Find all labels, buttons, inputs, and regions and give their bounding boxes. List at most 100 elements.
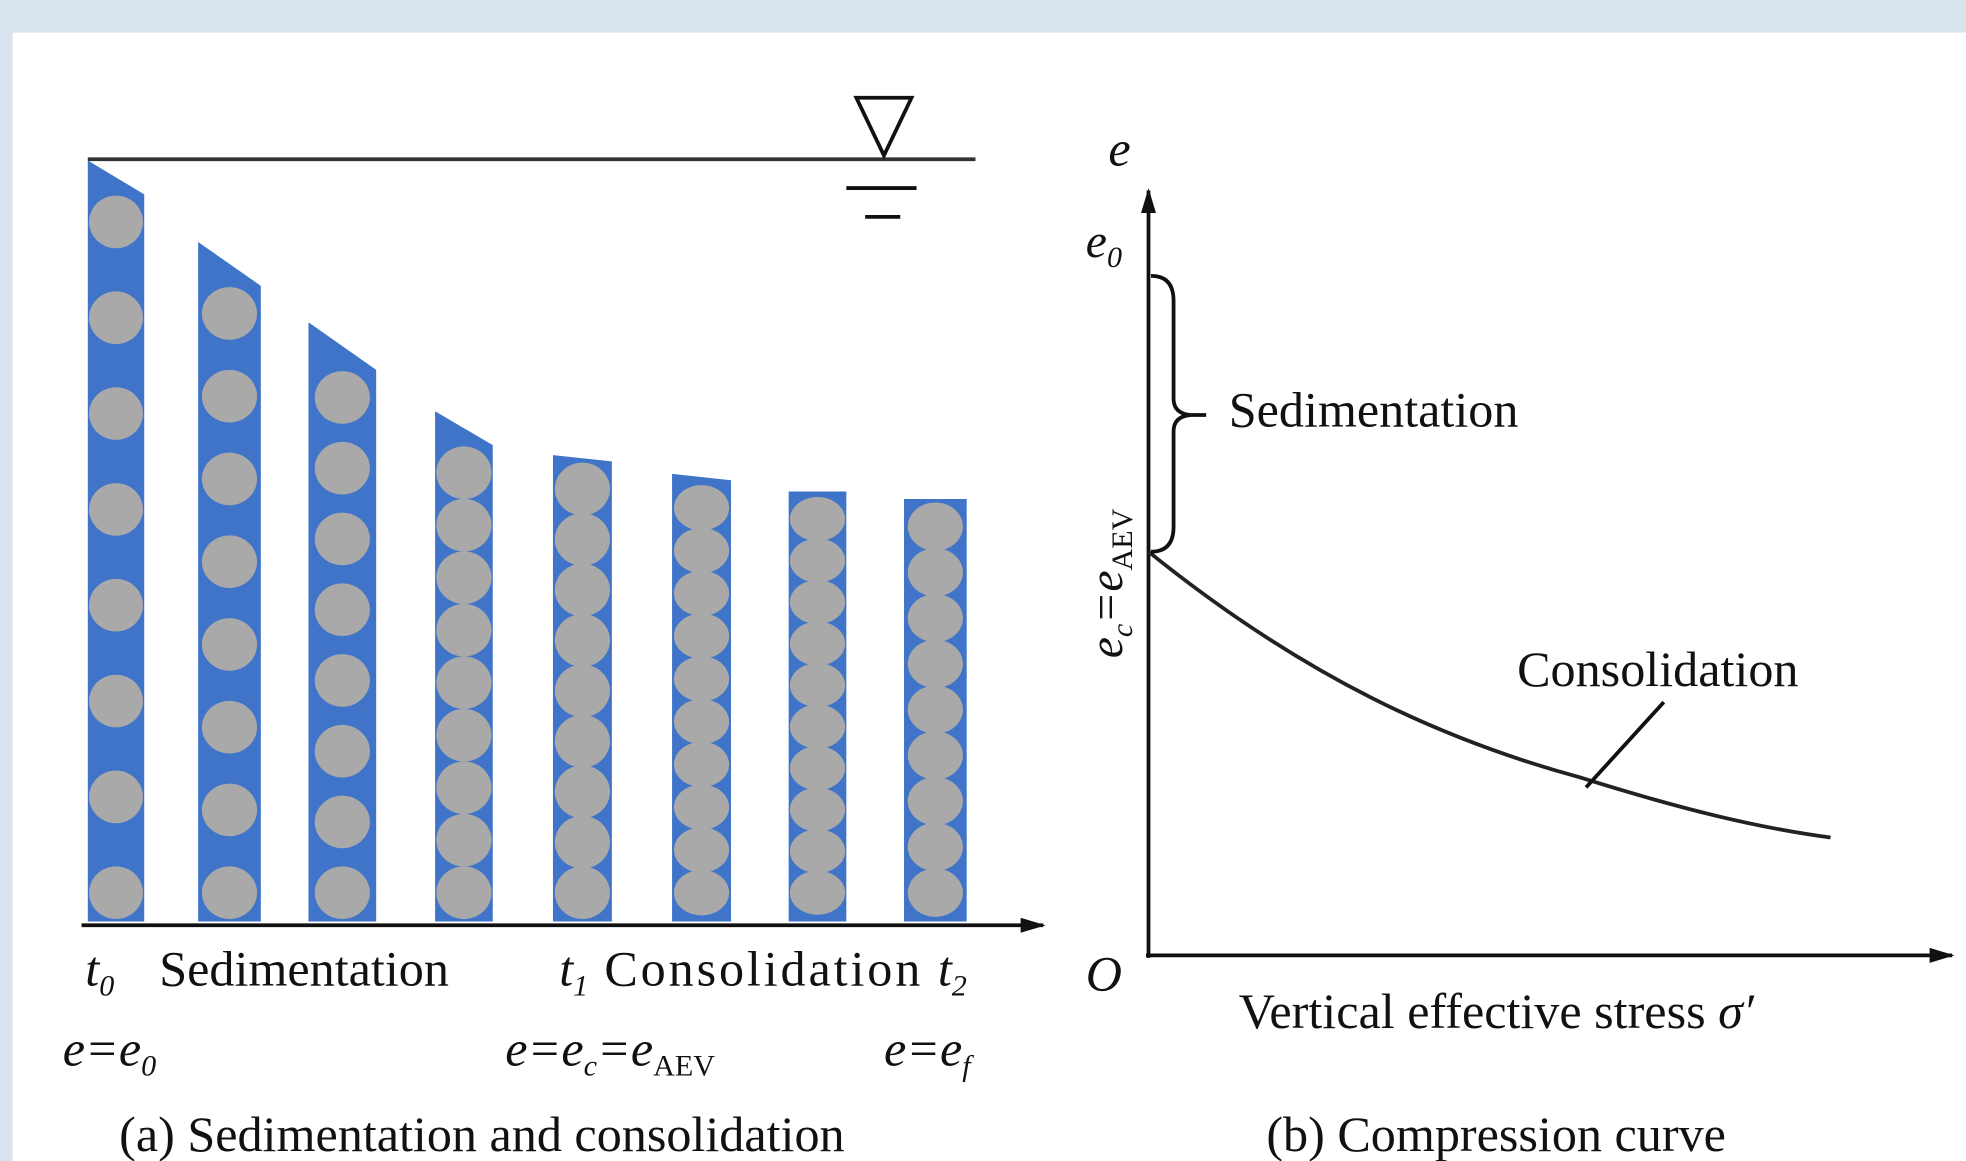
soil-particle bbox=[436, 446, 491, 499]
soil-particle bbox=[674, 613, 729, 658]
soil-particle bbox=[674, 742, 729, 787]
soil-particle bbox=[89, 196, 143, 249]
text: e=e bbox=[63, 1021, 141, 1077]
soil-particle bbox=[202, 784, 257, 837]
symbol: t bbox=[85, 940, 100, 996]
caption: (a) Sedimentation and consolidation bbox=[119, 1106, 844, 1161]
subscript: AEV bbox=[1105, 508, 1139, 570]
origin-label: O bbox=[1086, 945, 1122, 1001]
soil-particle bbox=[674, 571, 729, 616]
soil-particle bbox=[674, 699, 729, 744]
soil-particle bbox=[555, 463, 610, 516]
soil-particle bbox=[436, 551, 491, 604]
soil-particle bbox=[89, 866, 143, 919]
soil-particle bbox=[315, 866, 370, 919]
symbol: t bbox=[938, 940, 953, 996]
soil-particle bbox=[555, 866, 610, 919]
subscript: 2 bbox=[952, 969, 967, 1003]
text: =e bbox=[1081, 570, 1133, 623]
soil-particle bbox=[315, 796, 370, 849]
soil-particle bbox=[89, 387, 143, 440]
soil-particle bbox=[436, 814, 491, 867]
soil-particle bbox=[89, 291, 143, 344]
text: e=e bbox=[505, 1021, 583, 1077]
soil-particle bbox=[555, 614, 610, 667]
soil-particle bbox=[436, 709, 491, 762]
soil-particle bbox=[790, 871, 845, 915]
text: =e bbox=[597, 1021, 653, 1077]
soil-particle bbox=[202, 370, 257, 423]
soil-particle bbox=[89, 771, 143, 824]
soil-particle bbox=[790, 497, 845, 541]
text: e=e bbox=[884, 1021, 962, 1077]
soil-particle bbox=[674, 785, 729, 830]
annotation: Consolidation bbox=[1517, 641, 1798, 697]
soil-particle bbox=[202, 701, 257, 754]
soil-particle bbox=[555, 513, 610, 566]
soil-particle bbox=[674, 656, 729, 701]
phase-label: Sedimentation bbox=[159, 940, 449, 996]
soil-particle bbox=[436, 761, 491, 814]
soil-particle bbox=[908, 594, 963, 642]
soil-particle bbox=[202, 866, 257, 919]
soil-particle bbox=[908, 502, 963, 550]
soil-particle bbox=[89, 675, 143, 728]
subscript: 0 bbox=[99, 969, 114, 1003]
subscript: 0 bbox=[1107, 240, 1122, 274]
soil-particle bbox=[555, 816, 610, 869]
soil-particle bbox=[315, 654, 370, 707]
soil-particle bbox=[790, 829, 845, 873]
soil-particle bbox=[436, 866, 491, 919]
soil-particle bbox=[674, 827, 729, 872]
page: { "panel_a": { "times": [ {"symbol": "t"… bbox=[0, 0, 1966, 1161]
state-label: e=ef bbox=[884, 1021, 974, 1083]
x-axis-label: Vertical effective stress σ′ bbox=[1239, 983, 1755, 1039]
y-axis-label: e bbox=[1108, 120, 1130, 176]
soil-particle bbox=[790, 663, 845, 707]
soil-particle bbox=[908, 548, 963, 596]
soil-particle bbox=[790, 746, 845, 790]
soil-particle bbox=[908, 640, 963, 688]
soil-particle bbox=[555, 564, 610, 617]
soil-particle bbox=[555, 765, 610, 818]
soil-particle bbox=[315, 371, 370, 424]
soil-particle bbox=[908, 731, 963, 779]
soil-particle bbox=[555, 665, 610, 718]
soil-particle bbox=[674, 870, 729, 915]
soil-particle bbox=[908, 686, 963, 734]
soil-particle bbox=[790, 580, 845, 624]
soil-particle bbox=[436, 499, 491, 552]
soil-particle bbox=[315, 725, 370, 778]
symbol: e bbox=[1086, 216, 1107, 268]
symbol: t bbox=[559, 940, 574, 996]
symbol: e bbox=[1081, 637, 1133, 658]
soil-particle bbox=[202, 453, 257, 506]
subscript: c bbox=[1105, 623, 1139, 637]
symbol: σ′ bbox=[1718, 983, 1755, 1039]
soil-particle bbox=[674, 528, 729, 573]
text: Vertical effective stress bbox=[1239, 983, 1718, 1039]
diagram: t0 Sedimentation t1 Consolidation t2 e=e… bbox=[0, 0, 1966, 1161]
soil-particle bbox=[555, 715, 610, 768]
soil-particle bbox=[202, 535, 257, 588]
subscript: c bbox=[584, 1049, 598, 1083]
soil-particle bbox=[790, 539, 845, 583]
soil-particle bbox=[436, 604, 491, 657]
soil-particle bbox=[790, 788, 845, 832]
soil-particle bbox=[908, 869, 963, 917]
subscript: 0 bbox=[141, 1049, 156, 1083]
soil-particle bbox=[908, 823, 963, 871]
soil-particle bbox=[790, 705, 845, 749]
soil-particle bbox=[89, 483, 143, 536]
soil-particle bbox=[202, 287, 257, 340]
soil-particle bbox=[315, 583, 370, 636]
soil-particle bbox=[790, 622, 845, 666]
soil-particle bbox=[89, 579, 143, 632]
annotation: Sedimentation bbox=[1229, 381, 1519, 437]
soil-particle bbox=[315, 513, 370, 566]
subscript: AEV bbox=[653, 1049, 715, 1083]
soil-particle bbox=[436, 656, 491, 709]
soil-particle bbox=[315, 442, 370, 495]
subscript: 1 bbox=[573, 969, 588, 1003]
caption: (b) Compression curve bbox=[1266, 1106, 1726, 1161]
